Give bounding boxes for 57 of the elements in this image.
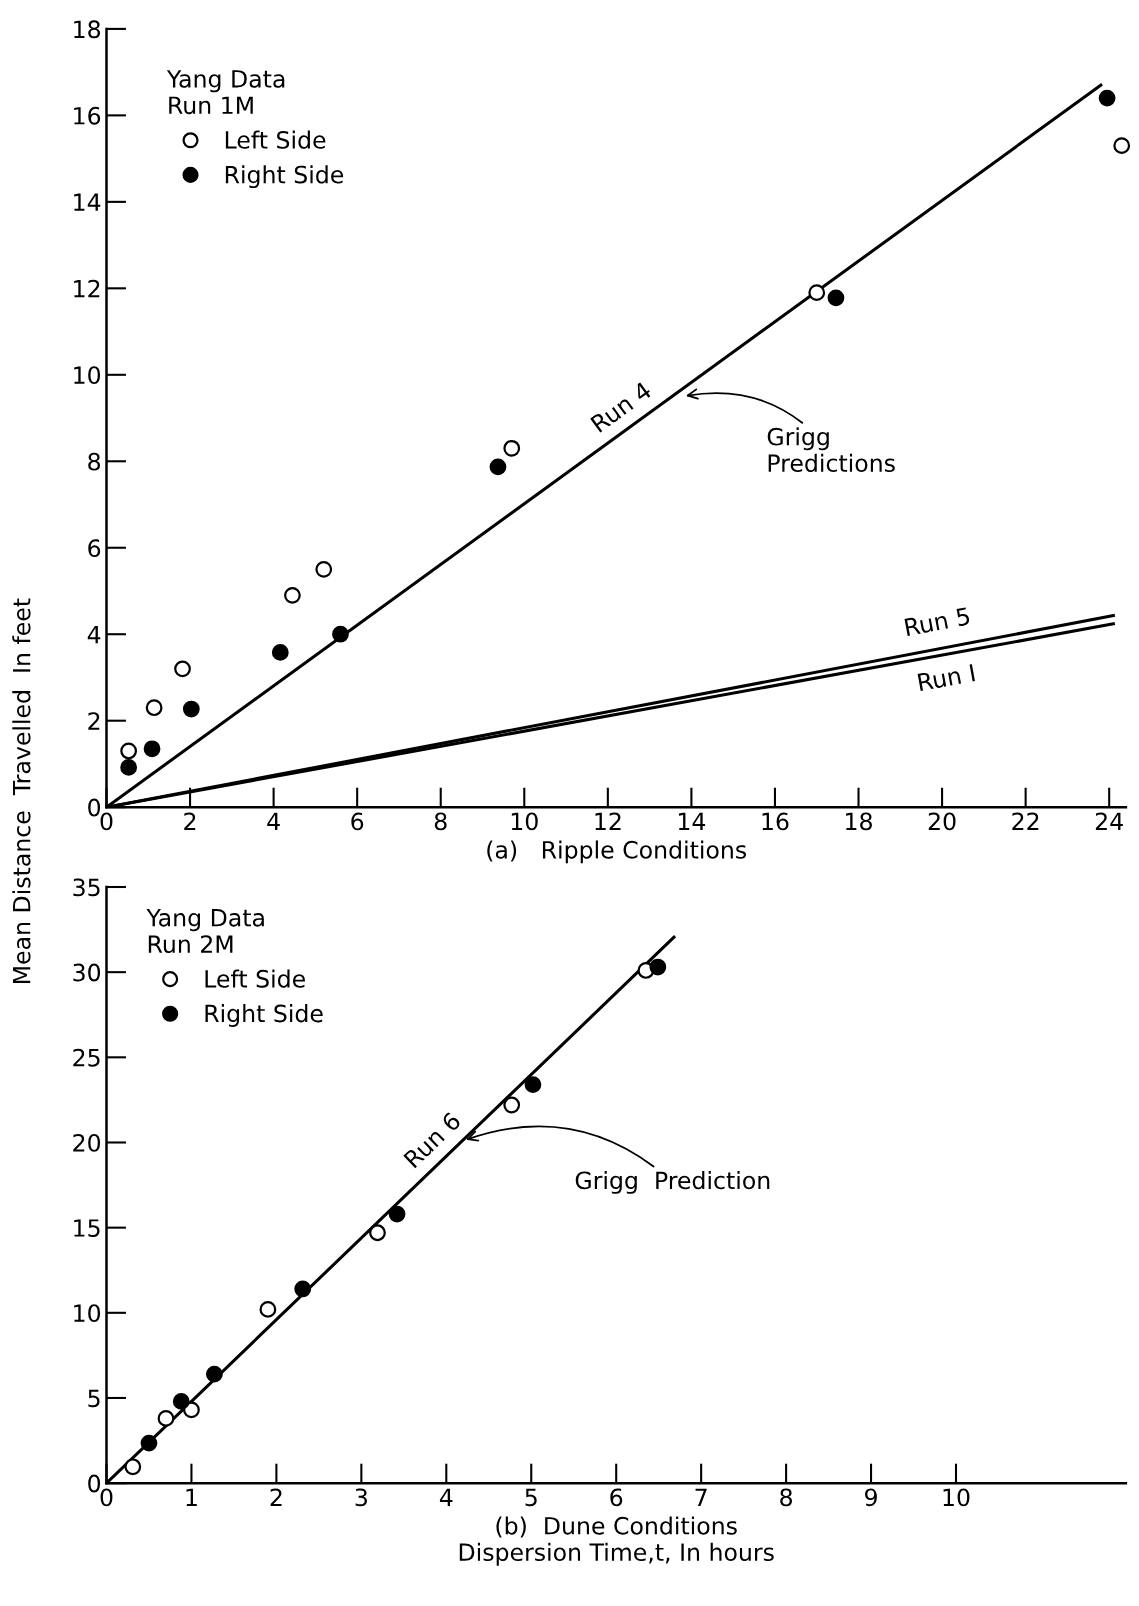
legend-label: Right Side xyxy=(205,1004,323,1027)
x-tick-label: 5 xyxy=(525,1488,537,1507)
x-tick-label: 22 xyxy=(1012,812,1039,830)
x-tick-label: 3 xyxy=(355,1488,367,1507)
text: Run I xyxy=(917,664,976,692)
x-axis-title: (a) Ripple Conditions xyxy=(487,840,746,864)
x-tick-label: 18 xyxy=(846,812,872,831)
annotation: Grigg Predictions xyxy=(767,427,895,473)
y-tick-label: 25 xyxy=(73,1048,100,1067)
legend-title: Yang Data Run 2M xyxy=(146,909,264,954)
y-tick-label: 18 xyxy=(74,20,101,39)
y-tick-label: 10 xyxy=(74,1304,101,1323)
annotation: Grigg Prediction xyxy=(575,1171,770,1194)
y-tick-label: 35 xyxy=(73,878,100,897)
legend-title: Yang Data Run 1M xyxy=(166,70,285,115)
y-tick-label: 8 xyxy=(88,452,101,471)
x-tick-label: 0 xyxy=(100,812,113,831)
x-tick-label: 10 xyxy=(511,812,538,831)
x-tick-label: 10 xyxy=(943,1488,970,1507)
x-tick-label: 7 xyxy=(695,1488,707,1506)
legend-label: Left Side xyxy=(225,130,326,149)
text: Run 5 xyxy=(904,607,971,637)
x-tick-label: 4 xyxy=(439,1488,453,1506)
x-tick-label: 8 xyxy=(780,1488,792,1507)
x-tick-label: 2 xyxy=(270,1488,282,1506)
legend-label: Left Side xyxy=(205,969,305,988)
y-tick-label: 30 xyxy=(73,963,101,982)
y-tick-label: 5 xyxy=(88,1389,100,1408)
x-tick-label: 20 xyxy=(928,812,956,831)
y-tick-label: 2 xyxy=(88,712,100,730)
x-tick-label: 0 xyxy=(100,1488,113,1507)
x-tick-label: 24 xyxy=(1095,812,1123,830)
y-tick-label: 20 xyxy=(73,1133,101,1152)
text: Run 6 xyxy=(403,1111,462,1169)
x-axis-title: (b) Dune Conditions Dispersion Time,t, In hours xyxy=(459,1516,774,1566)
x-tick-label: 14 xyxy=(678,812,706,830)
y-axis-title: Mean Distance Travelled In feet xyxy=(12,598,31,983)
legend-label: Right Side xyxy=(225,165,344,189)
y-tick-label: 0 xyxy=(88,1474,101,1493)
y-tick-label: 0 xyxy=(88,798,101,817)
y-tick-label: 15 xyxy=(74,1219,100,1237)
x-tick-label: 16 xyxy=(762,812,789,831)
x-tick-label: 4 xyxy=(267,812,280,830)
x-tick-label: 1 xyxy=(186,1488,197,1506)
x-tick-label: 12 xyxy=(595,812,621,830)
x-tick-label: 9 xyxy=(865,1488,877,1507)
y-tick-label: 10 xyxy=(74,366,101,385)
y-tick-label: 14 xyxy=(74,193,101,211)
y-tick-label: 12 xyxy=(74,279,100,298)
text: Run 4 xyxy=(590,380,653,433)
x-tick-label: 8 xyxy=(434,812,447,831)
y-tick-label: 4 xyxy=(87,625,101,644)
y-tick-label: 16 xyxy=(74,106,101,125)
x-tick-label: 2 xyxy=(184,812,196,830)
x-tick-label: 6 xyxy=(610,1488,623,1507)
y-tick-label: 6 xyxy=(88,539,101,558)
x-tick-label: 6 xyxy=(351,812,364,831)
